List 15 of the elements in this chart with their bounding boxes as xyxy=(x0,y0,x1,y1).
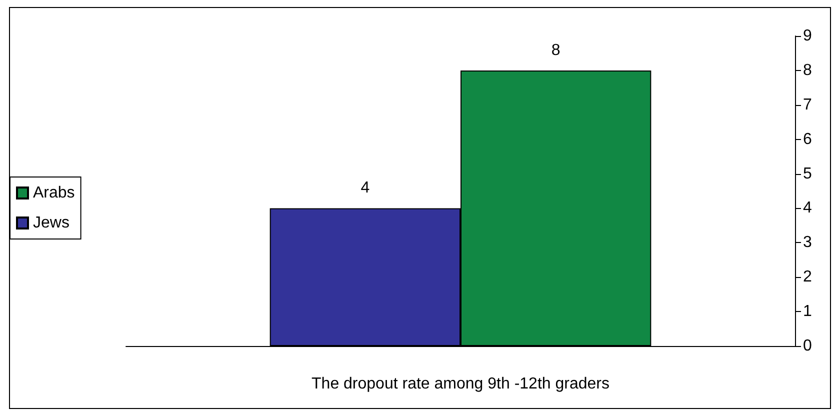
data-label: 4 xyxy=(360,180,370,197)
y-tick-label: 8 xyxy=(803,62,812,79)
y-tick-label: 7 xyxy=(803,96,812,114)
y-tick-label: 4 xyxy=(803,200,812,217)
y-tick-label: 2 xyxy=(803,268,812,286)
y-tick-label: 3 xyxy=(803,234,812,252)
x-axis-title: The dropout rate among 9th -12th graders xyxy=(312,376,610,392)
y-tick-label: 1 xyxy=(803,303,812,320)
y-tick-label: 6 xyxy=(803,130,812,148)
y-tick-label: 0 xyxy=(803,338,812,354)
legend-label: Jews xyxy=(33,214,70,232)
legend-label: Arabs xyxy=(33,184,75,202)
y-tick-label: 5 xyxy=(803,165,812,182)
y-tick-label: 9 xyxy=(803,28,812,44)
data-label: 8 xyxy=(551,42,560,59)
